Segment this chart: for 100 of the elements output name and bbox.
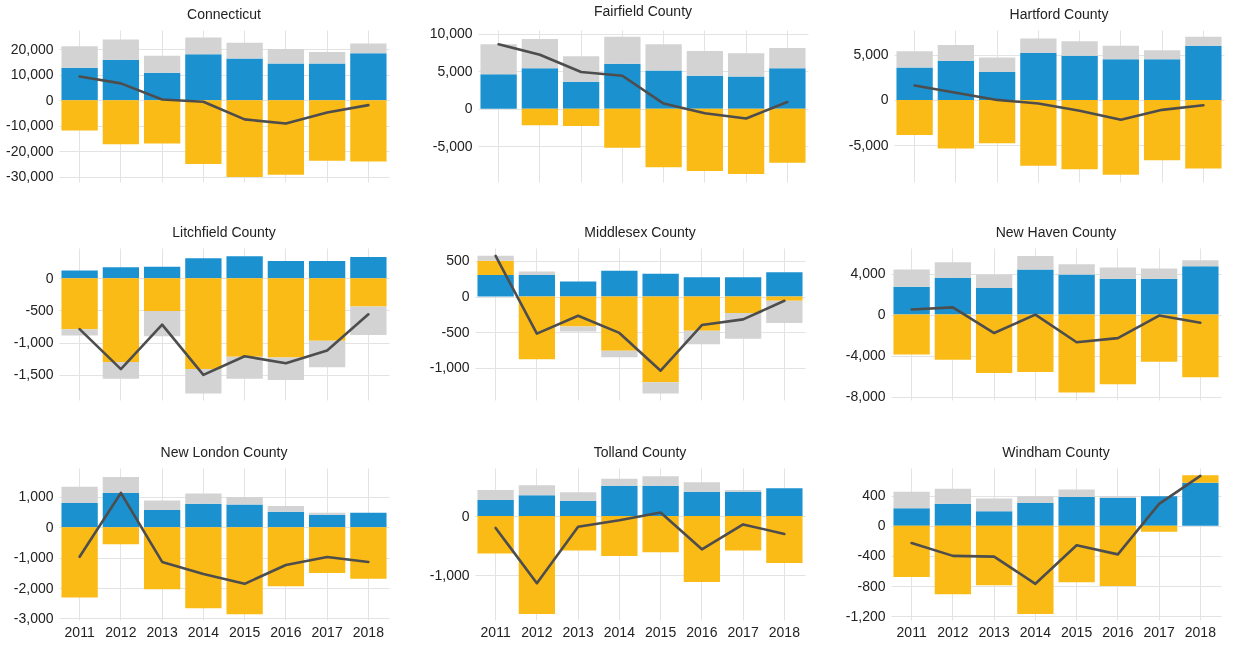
y-tick-label: 4,000 — [850, 265, 886, 282]
bar — [350, 43, 387, 54]
bar — [975, 511, 1013, 526]
x-tick-label: 2017 — [311, 623, 343, 640]
bar — [1140, 278, 1178, 315]
line-series — [78, 491, 370, 586]
line-series — [494, 254, 786, 373]
bar — [477, 260, 514, 276]
bar — [308, 100, 346, 161]
bar — [642, 485, 679, 517]
bar — [766, 516, 803, 563]
bar — [601, 485, 638, 517]
y-tick-label: 0 — [461, 507, 470, 524]
bar — [308, 260, 346, 279]
bar — [226, 496, 263, 505]
x-tick-label: 2018 — [1184, 623, 1217, 640]
y-tick-label: 500 — [446, 252, 470, 269]
y-tick-label: -1,000 — [429, 566, 470, 583]
bar — [975, 525, 1013, 586]
x-tick-label: 2017 — [1143, 623, 1175, 640]
bar — [1058, 274, 1095, 315]
bar — [1140, 268, 1178, 279]
x-tick-label: 2016 — [1102, 623, 1134, 640]
x-tick-label: 2014 — [187, 623, 220, 640]
x-tick-label: 2018 — [352, 623, 385, 640]
bar — [978, 57, 1016, 72]
y-tick-label: 0 — [461, 288, 470, 305]
bar — [102, 477, 140, 493]
y-tick-label: -1,200 — [845, 607, 886, 624]
bar — [1099, 278, 1137, 315]
line-series — [78, 75, 370, 125]
bar — [61, 486, 98, 503]
line-series — [494, 511, 786, 585]
bar — [1143, 50, 1181, 60]
bar — [1182, 482, 1219, 526]
bar — [61, 46, 98, 68]
bar — [1102, 59, 1140, 100]
bar — [1020, 38, 1057, 53]
y-tick-label: 5,000 — [437, 62, 473, 79]
y-tick-label: 20,000 — [10, 40, 54, 57]
bar — [350, 527, 387, 579]
bar — [143, 527, 181, 590]
bar — [477, 255, 514, 261]
bar — [185, 503, 222, 528]
x-tick-label: 2018 — [768, 623, 801, 640]
bar — [1058, 314, 1095, 393]
bar — [477, 275, 514, 297]
bar — [1185, 99, 1222, 169]
bar — [893, 508, 930, 526]
y-tick-label: 5,000 — [853, 46, 889, 63]
bar — [645, 108, 682, 168]
x-tick-label: 2014 — [1019, 623, 1052, 640]
bar — [934, 262, 972, 278]
x-tick-label: 2014 — [603, 623, 636, 640]
y-tick-label: -1,000 — [13, 549, 54, 566]
bar — [185, 100, 222, 165]
bar — [102, 362, 140, 379]
bar — [61, 502, 98, 528]
bar — [893, 314, 930, 355]
bar — [769, 68, 806, 109]
bar — [267, 527, 305, 587]
bar — [143, 278, 181, 312]
bar — [934, 503, 972, 526]
bar — [185, 369, 222, 394]
bar — [1140, 496, 1178, 526]
bar — [896, 99, 933, 136]
bar — [683, 482, 721, 492]
bar — [642, 476, 679, 486]
bar — [308, 514, 346, 528]
bar — [559, 516, 597, 551]
y-tick-label: 0 — [877, 306, 886, 323]
bar — [102, 267, 140, 279]
bar — [477, 516, 514, 554]
bar — [604, 108, 641, 148]
bar — [521, 68, 559, 109]
bar — [1020, 99, 1057, 166]
line-series — [910, 474, 1202, 586]
bar — [1017, 525, 1054, 614]
bar — [1182, 314, 1219, 378]
bar — [185, 493, 222, 504]
bar — [1143, 99, 1181, 161]
bar — [1017, 256, 1054, 270]
bar — [601, 516, 638, 556]
chart-title: New Haven County — [995, 224, 1117, 240]
bar — [61, 100, 98, 131]
bar — [226, 504, 263, 528]
bar — [683, 277, 721, 297]
x-tick-label: 2011 — [480, 623, 511, 640]
bar — [562, 108, 600, 127]
bar — [937, 44, 975, 62]
bar — [61, 67, 98, 101]
bar — [601, 478, 638, 486]
y-tick-label: 10,000 — [429, 25, 473, 42]
bar — [686, 51, 724, 76]
bar — [1185, 45, 1222, 100]
bar — [226, 42, 263, 59]
y-tick-label: 0 — [45, 91, 54, 108]
y-tick-label: -500 — [441, 323, 470, 340]
bar — [102, 527, 140, 545]
bar — [896, 67, 933, 100]
